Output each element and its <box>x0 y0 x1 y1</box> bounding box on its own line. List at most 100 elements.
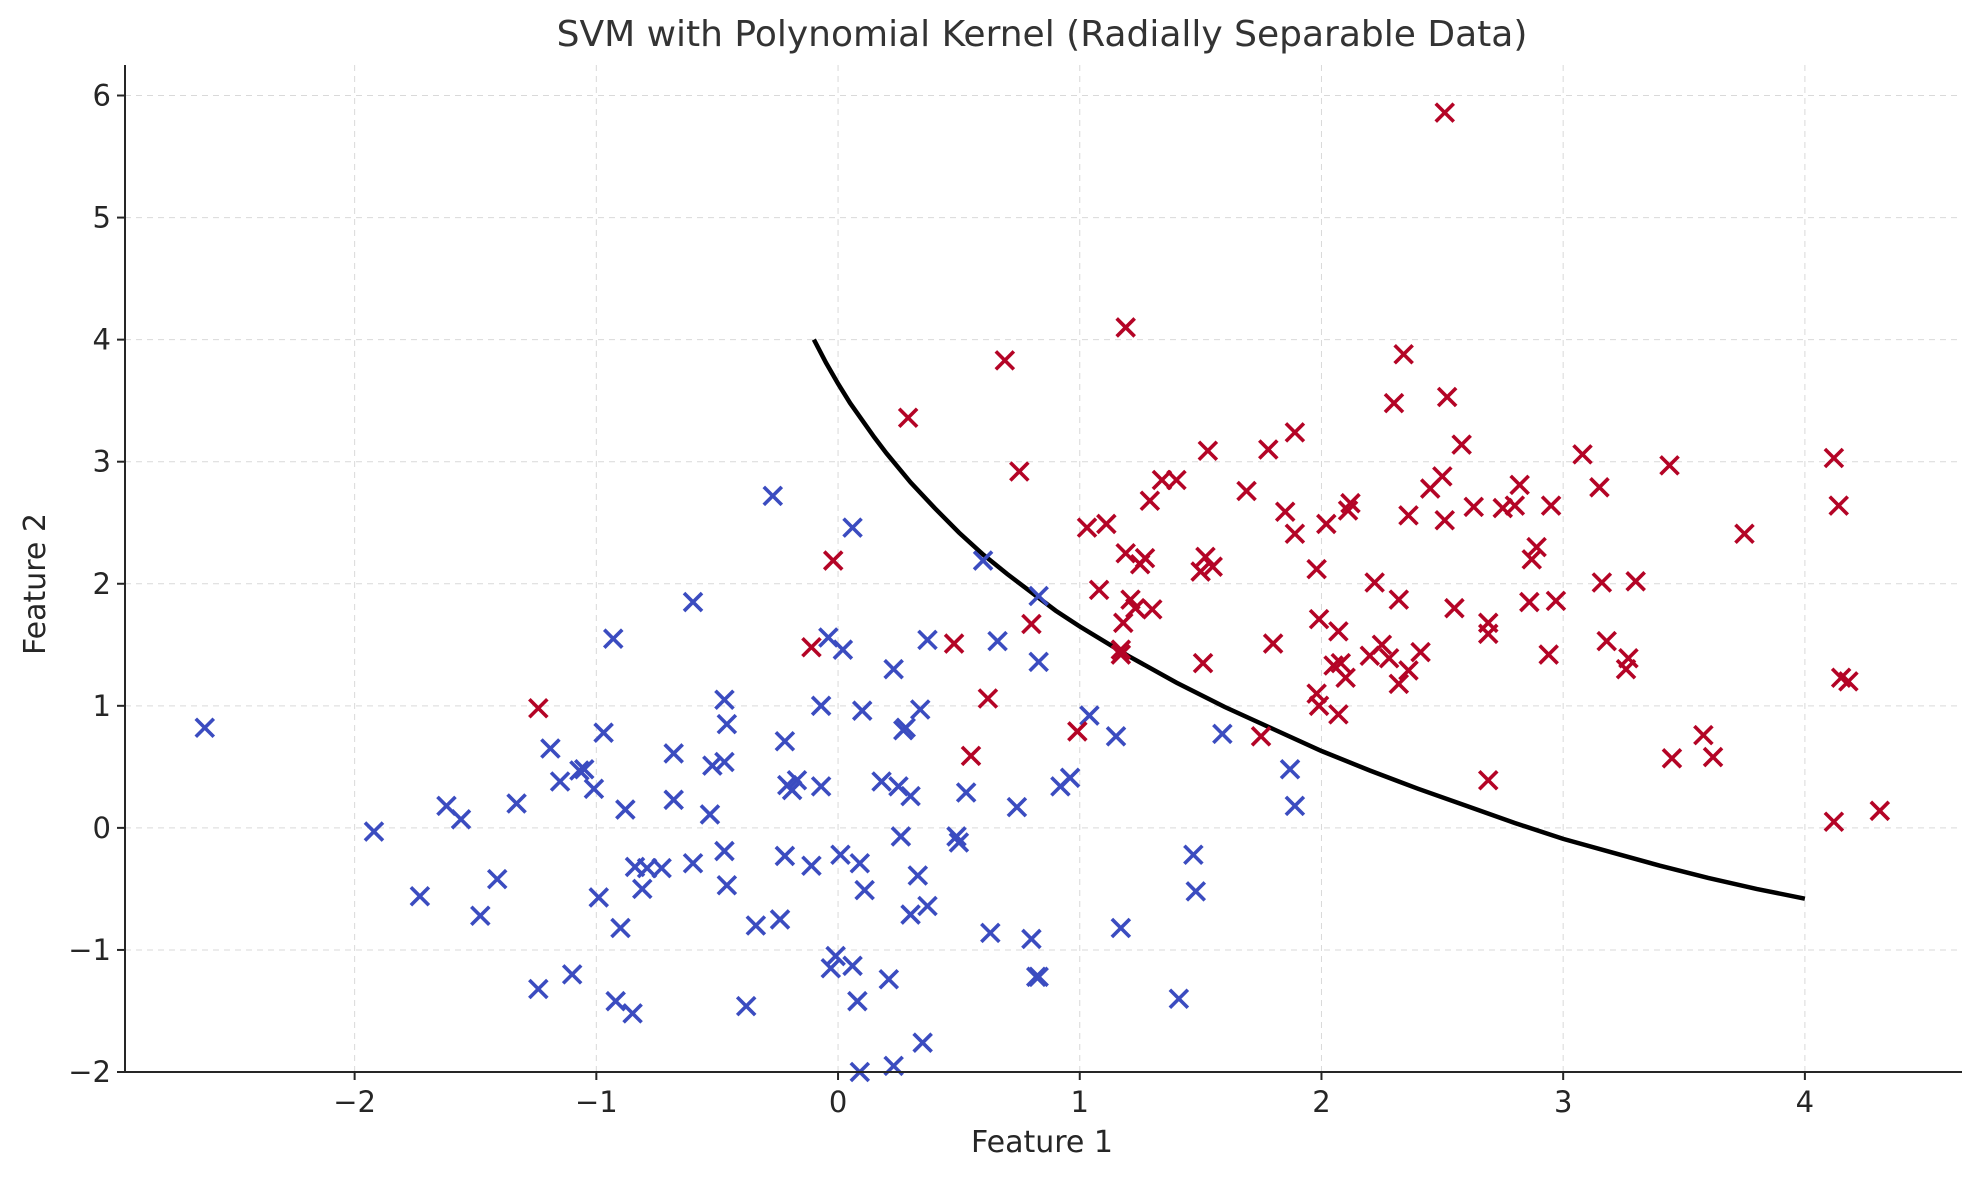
data-points <box>194 102 1891 1083</box>
point-class-1 <box>1308 695 1330 717</box>
point-class-0 <box>909 699 931 720</box>
y-tick-label: 2 <box>93 567 111 601</box>
point-class-0 <box>1028 651 1049 673</box>
point-class-1 <box>1477 623 1499 645</box>
x-tick-label: 3 <box>1554 1085 1572 1119</box>
point-class-1 <box>1139 490 1161 512</box>
point-class-0 <box>573 759 595 780</box>
point-class-1 <box>1519 591 1540 613</box>
decision-boundary-layer <box>811 338 1806 901</box>
point-class-0 <box>714 840 735 862</box>
y-tick-label: −1 <box>68 933 111 967</box>
point-class-0 <box>895 717 916 739</box>
decision-boundary-line <box>811 338 1806 901</box>
point-class-1 <box>1591 572 1613 593</box>
point-class-1 <box>897 407 919 429</box>
point-class-1 <box>1625 571 1646 592</box>
point-class-1 <box>1190 561 1211 582</box>
point-class-1 <box>977 688 999 709</box>
point-class-1 <box>943 633 965 654</box>
point-class-1 <box>1340 492 1361 514</box>
point-class-0 <box>810 695 832 717</box>
y-tick-label: 0 <box>93 811 111 845</box>
point-class-0 <box>890 826 912 847</box>
point-class-1 <box>1869 800 1891 822</box>
point-class-1 <box>1236 480 1257 502</box>
point-class-1 <box>1538 644 1559 665</box>
point-class-1 <box>1192 652 1214 674</box>
point-class-1 <box>1021 613 1042 635</box>
point-class-1 <box>1432 466 1453 487</box>
point-class-0 <box>716 713 738 735</box>
point-class-1 <box>1661 748 1683 769</box>
point-class-1 <box>1328 704 1349 725</box>
point-class-1 <box>822 550 844 571</box>
point-class-1 <box>1096 513 1117 535</box>
point-class-0 <box>830 844 851 866</box>
point-class-0 <box>714 751 735 773</box>
point-class-1 <box>1250 726 1272 747</box>
point-class-0 <box>194 717 216 739</box>
point-class-1 <box>1572 444 1593 465</box>
axes: −2 −1 0 1 2 3 4 −2 −1 0 1 2 3 4 5 6 <box>68 65 1962 1119</box>
point-class-0 <box>1079 705 1100 726</box>
point-class-0 <box>854 879 875 901</box>
point-class-1 <box>1308 608 1330 630</box>
point-class-1 <box>1141 599 1163 620</box>
point-class-0 <box>810 776 832 797</box>
point-class-0 <box>610 917 631 939</box>
point-class-0 <box>549 771 571 792</box>
point-class-0 <box>605 990 626 1012</box>
grid <box>125 65 1962 1073</box>
point-class-0 <box>702 755 723 776</box>
point-class-0 <box>583 778 605 800</box>
point-class-0 <box>1105 726 1127 747</box>
point-class-0 <box>832 639 854 660</box>
point-class-0 <box>615 799 636 820</box>
point-class-1 <box>1589 477 1610 498</box>
point-class-0 <box>450 809 472 830</box>
point-class-0 <box>847 990 868 1012</box>
x-tick-label: −2 <box>333 1085 376 1119</box>
point-class-1 <box>1545 590 1567 612</box>
point-class-1 <box>1463 496 1485 518</box>
point-class-1 <box>801 636 822 658</box>
point-class-0 <box>682 853 704 874</box>
point-class-0 <box>1028 585 1049 607</box>
point-class-1 <box>1828 495 1850 516</box>
point-class-1 <box>1134 547 1156 569</box>
point-class-0 <box>888 776 909 797</box>
point-class-1 <box>1838 671 1859 692</box>
point-class-0 <box>1284 795 1306 817</box>
point-class-1 <box>1526 536 1547 558</box>
point-class-0 <box>1168 988 1190 1010</box>
point-class-1 <box>1067 721 1088 742</box>
point-class-1 <box>1823 447 1845 469</box>
point-class-0 <box>917 895 938 917</box>
point-class-0 <box>883 658 904 680</box>
point-class-0 <box>1212 723 1233 745</box>
point-class-1 <box>1451 434 1472 455</box>
point-class-1 <box>1088 579 1110 601</box>
point-class-0 <box>631 878 653 900</box>
point-class-0 <box>878 968 900 990</box>
point-class-0 <box>1021 928 1042 950</box>
point-class-0 <box>1110 917 1132 939</box>
point-class-1 <box>1371 634 1393 656</box>
y-tick-label: 3 <box>93 445 111 479</box>
point-class-1 <box>1618 647 1639 669</box>
y-axis-label: Feature 2 <box>18 513 53 655</box>
point-class-0 <box>528 978 549 1000</box>
point-class-0 <box>663 789 684 811</box>
point-class-0 <box>781 779 803 801</box>
x-tick-label: −1 <box>575 1085 618 1119</box>
point-class-0 <box>1059 767 1081 789</box>
point-class-1 <box>1388 673 1410 695</box>
point-class-1 <box>1398 505 1419 526</box>
point-class-1 <box>1444 597 1465 619</box>
point-class-0 <box>842 517 863 538</box>
point-class-1 <box>1112 612 1134 634</box>
point-class-0 <box>1185 881 1207 902</box>
point-class-1 <box>1316 513 1337 535</box>
